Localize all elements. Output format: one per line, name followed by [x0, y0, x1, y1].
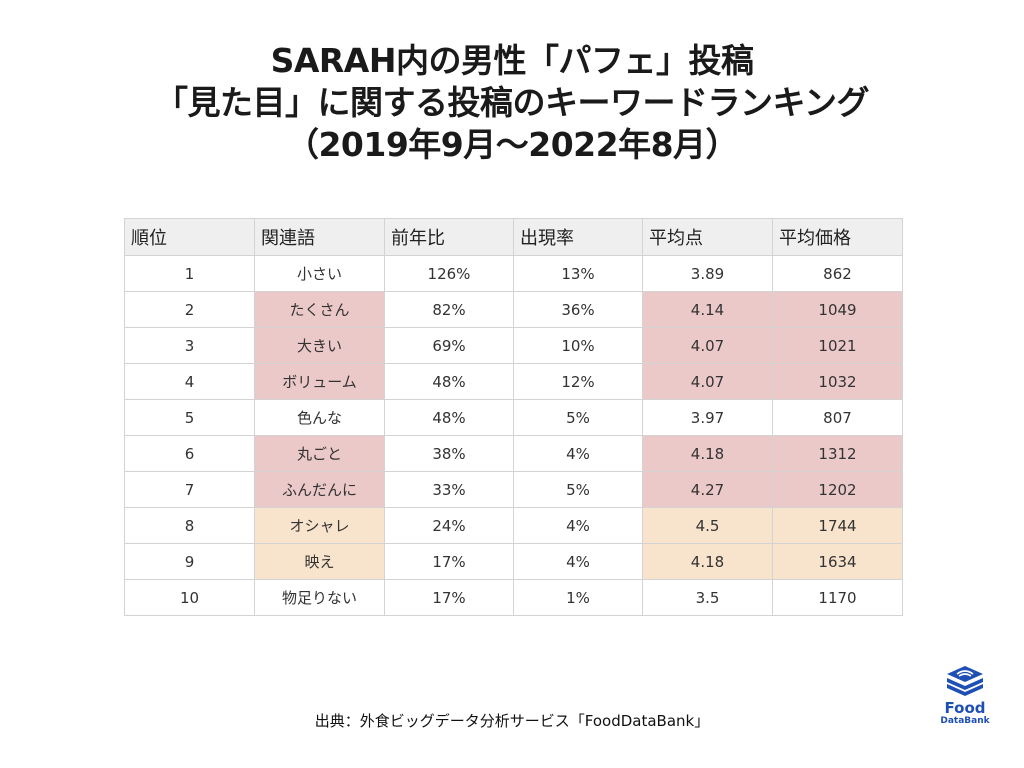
cell-rank: 7 [124, 471, 255, 508]
cell-yoy: 17% [384, 579, 514, 616]
cell-rate: 4% [513, 435, 643, 472]
cell-price: 1312 [772, 435, 903, 472]
header-rank: 順位 [124, 218, 255, 256]
cell-rate: 13% [513, 255, 643, 292]
cell-score: 4.27 [642, 471, 773, 508]
cell-term: 物足りない [254, 579, 385, 616]
cell-rate: 36% [513, 291, 643, 328]
cell-rate: 4% [513, 543, 643, 580]
table-row: 7 ふんだんに 33% 5% 4.27 1202 [124, 471, 903, 508]
cell-term: ふんだんに [254, 471, 385, 508]
cell-price: 1744 [772, 507, 903, 544]
cell-price: 862 [772, 255, 903, 292]
header-score: 平均点 [642, 218, 773, 256]
cell-rate: 1% [513, 579, 643, 616]
cell-term: たくさん [254, 291, 385, 328]
cell-rank: 9 [124, 543, 255, 580]
table-row: 9 映え 17% 4% 4.18 1634 [124, 543, 903, 580]
cell-rank: 6 [124, 435, 255, 472]
table-row: 1 小さい 126% 13% 3.89 862 [124, 255, 903, 292]
logo-databank-text: DataBank [940, 716, 990, 726]
cell-price: 1032 [772, 363, 903, 400]
cell-score: 4.14 [642, 291, 773, 328]
logo-food-text: Food [944, 699, 986, 717]
cell-term: 大きい [254, 327, 385, 364]
cell-yoy: 33% [384, 471, 514, 508]
cell-yoy: 48% [384, 399, 514, 436]
table-row: 5 色んな 48% 5% 3.97 807 [124, 399, 903, 436]
cell-price: 1634 [772, 543, 903, 580]
cell-score: 4.5 [642, 507, 773, 544]
header-yoy: 前年比 [384, 218, 514, 256]
title-line-3: （2019年9月～2022年8月） [285, 125, 739, 164]
cell-score: 4.07 [642, 363, 773, 400]
title-line-1: SARAH内の男性「パフェ」投稿 [270, 41, 754, 80]
table-header-row: 順位 関連語 前年比 出現率 平均点 平均価格 [124, 218, 903, 256]
cell-term: 色んな [254, 399, 385, 436]
cell-yoy: 17% [384, 543, 514, 580]
cell-rate: 10% [513, 327, 643, 364]
keyword-ranking-table: 順位 関連語 前年比 出現率 平均点 平均価格 1 小さい 126% 13% 3.89 8… [124, 218, 903, 616]
cell-score: 3.89 [642, 255, 773, 292]
cell-yoy: 82% [384, 291, 514, 328]
cell-score: 3.5 [642, 579, 773, 616]
cell-score: 4.18 [642, 543, 773, 580]
cell-yoy: 24% [384, 507, 514, 544]
header-term: 関連語 [254, 218, 385, 256]
table-row: 8 オシャレ 24% 4% 4.5 1744 [124, 507, 903, 544]
cell-yoy: 126% [384, 255, 514, 292]
page-title: SARAH内の男性「パフェ」投稿 「見た目」に関する投稿のキーワードランキング … [0, 40, 1024, 166]
cell-price: 1202 [772, 471, 903, 508]
header-rate: 出現率 [513, 218, 643, 256]
cell-rank: 10 [124, 579, 255, 616]
cell-rate: 5% [513, 471, 643, 508]
cell-yoy: 38% [384, 435, 514, 472]
cell-rank: 8 [124, 507, 255, 544]
cell-rank: 4 [124, 363, 255, 400]
header-price: 平均価格 [772, 218, 903, 256]
table-row: 3 大きい 69% 10% 4.07 1021 [124, 327, 903, 364]
cell-rate: 4% [513, 507, 643, 544]
cell-price: 1049 [772, 291, 903, 328]
cell-yoy: 69% [384, 327, 514, 364]
cell-price: 1021 [772, 327, 903, 364]
table-row: 4 ボリューム 48% 12% 4.07 1032 [124, 363, 903, 400]
cell-term: 丸ごと [254, 435, 385, 472]
table-row: 6 丸ごと 38% 4% 4.18 1312 [124, 435, 903, 472]
cell-rank: 5 [124, 399, 255, 436]
stacked-layers-icon [947, 666, 983, 696]
cell-term: 映え [254, 543, 385, 580]
cell-score: 3.97 [642, 399, 773, 436]
cell-term: 小さい [254, 255, 385, 292]
cell-score: 4.07 [642, 327, 773, 364]
cell-rank: 1 [124, 255, 255, 292]
cell-rate: 5% [513, 399, 643, 436]
cell-term: オシャレ [254, 507, 385, 544]
table-row: 2 たくさん 82% 36% 4.14 1049 [124, 291, 903, 328]
cell-rank: 3 [124, 327, 255, 364]
table-row: 10 物足りない 17% 1% 3.5 1170 [124, 579, 903, 616]
source-note: 出典：外食ビッグデータ分析サービス「FoodDataBank」 [314, 712, 710, 730]
cell-price: 1170 [772, 579, 903, 616]
cell-yoy: 48% [384, 363, 514, 400]
cell-term: ボリューム [254, 363, 385, 400]
fooddatabank-logo: Food DataBank [930, 664, 1000, 734]
cell-rank: 2 [124, 291, 255, 328]
cell-price: 807 [772, 399, 903, 436]
cell-score: 4.18 [642, 435, 773, 472]
cell-rate: 12% [513, 363, 643, 400]
table-body: 1 小さい 126% 13% 3.89 862 2 たくさん 82% 36% 4.14 1049 3 大き… [124, 255, 903, 616]
title-line-2: 「見た目」に関する投稿のキーワードランキング [154, 83, 870, 122]
